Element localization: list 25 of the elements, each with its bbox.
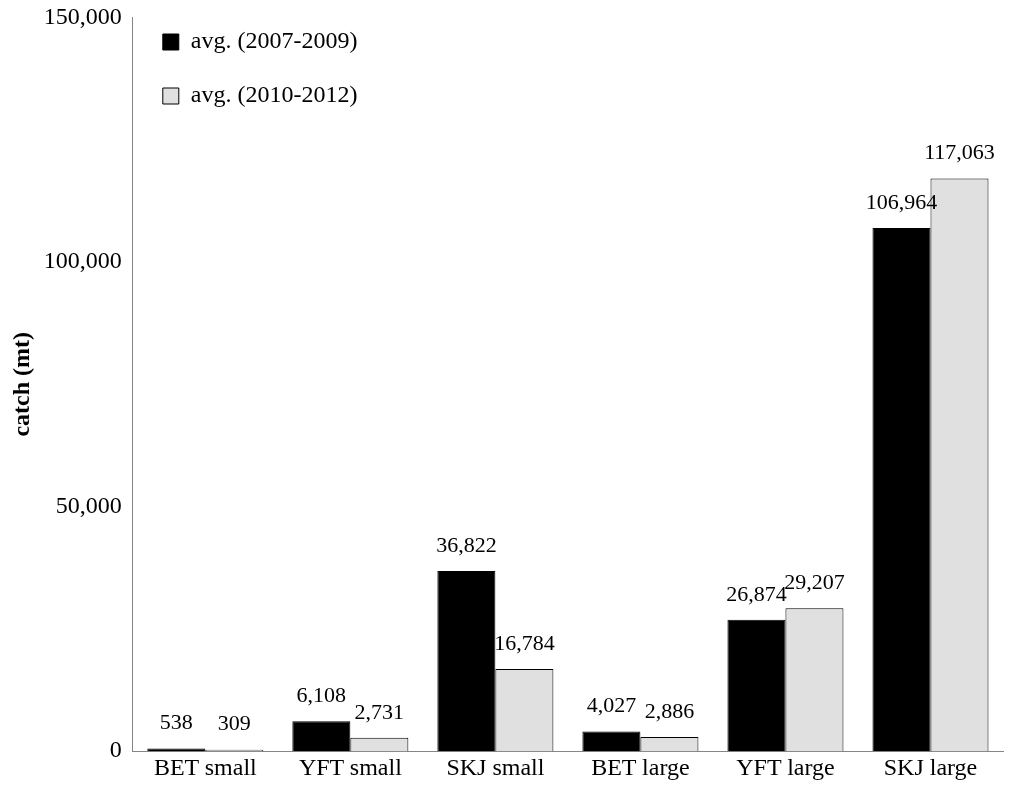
legend-label: avg. (2010-2012)	[190, 81, 358, 108]
x-tick-label: SKJ small	[446, 753, 545, 780]
y-tick-label: 50,000	[55, 491, 122, 518]
x-tick-label: SKJ large	[883, 753, 978, 780]
data-label: 117,063	[924, 139, 995, 165]
y-tick-label: 100,000	[43, 247, 122, 274]
data-label: 26,874	[726, 580, 787, 606]
x-tick-label: YFT large	[736, 753, 835, 780]
y-tick-label: 150,000	[43, 2, 122, 29]
data-label: 2,886	[644, 697, 695, 723]
x-tick-label: BET large	[591, 753, 690, 780]
data-label: 29,207	[784, 569, 845, 595]
data-label: 309	[217, 710, 251, 736]
data-label: 36,822	[436, 531, 497, 557]
data-label: 106,964	[865, 188, 938, 214]
data-label: 16,784	[494, 629, 555, 655]
y-axis-title: catch (mt)	[7, 331, 34, 437]
data-label: 6,108	[296, 682, 347, 708]
data-label: 4,027	[586, 692, 637, 718]
y-tick-label: 0	[109, 736, 122, 763]
data-label: 2,731	[354, 698, 405, 724]
x-tick-label: BET small	[153, 753, 258, 780]
x-tick-label: YFT small	[298, 753, 403, 780]
legend-label: avg. (2007-2009)	[190, 27, 358, 54]
data-label: 538	[159, 709, 193, 735]
